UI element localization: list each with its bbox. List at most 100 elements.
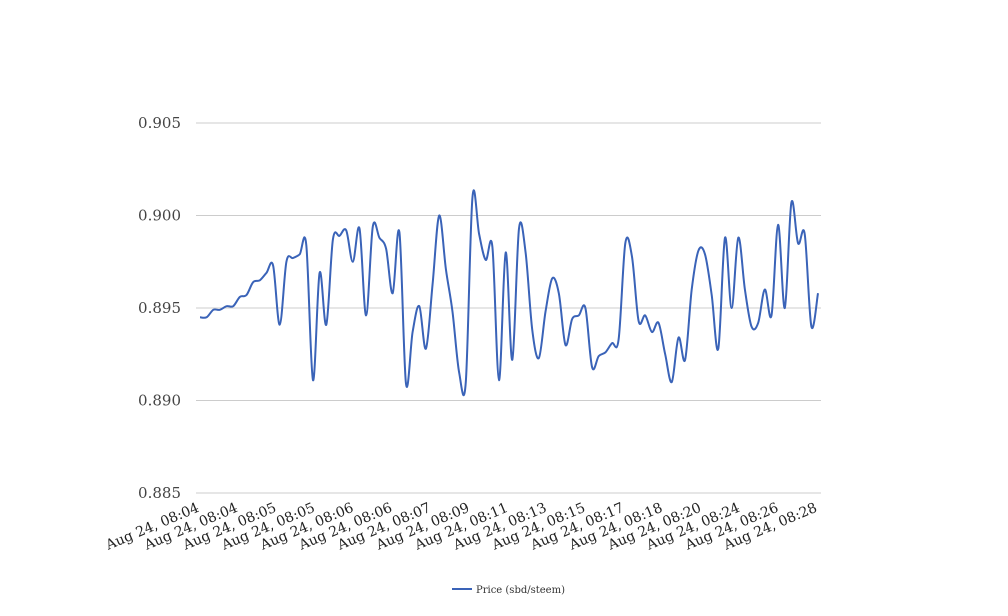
data-point	[258, 279, 261, 282]
data-point	[597, 355, 600, 358]
y-tick-label: 0.890	[138, 392, 181, 410]
legend-label: Price (sbd/steem)	[476, 585, 565, 596]
y-tick-label: 0.900	[138, 207, 181, 225]
data-point	[305, 244, 308, 247]
data-point	[644, 314, 647, 317]
data-point	[557, 292, 560, 295]
data-point	[478, 233, 481, 236]
data-point	[777, 223, 780, 226]
data-point	[351, 260, 354, 263]
series-group	[199, 189, 819, 397]
data-point	[371, 225, 374, 228]
data-point	[391, 292, 394, 295]
data-point	[551, 277, 554, 280]
data-point	[717, 347, 720, 350]
data-point	[743, 288, 746, 291]
data-point	[424, 347, 427, 350]
data-point	[398, 231, 401, 234]
data-point	[345, 229, 348, 232]
data-point	[790, 201, 793, 204]
data-point	[524, 251, 527, 254]
data-point	[484, 258, 487, 261]
data-point	[763, 288, 766, 291]
data-point	[783, 307, 786, 310]
data-point	[511, 358, 514, 361]
data-point	[577, 314, 580, 317]
data-point	[212, 308, 215, 311]
data-point	[218, 308, 221, 311]
data-point	[298, 253, 301, 256]
data-point	[252, 281, 255, 284]
data-point	[624, 242, 627, 245]
y-tick-label: 0.905	[138, 114, 181, 132]
data-point	[690, 288, 693, 291]
data-point	[471, 196, 474, 199]
data-point	[451, 310, 454, 313]
data-point	[331, 238, 334, 241]
data-point	[365, 314, 368, 317]
data-point	[238, 295, 241, 298]
data-point	[724, 236, 727, 239]
data-point	[797, 242, 800, 245]
data-point	[518, 227, 521, 230]
data-point	[232, 305, 235, 308]
data-point	[272, 264, 275, 267]
y-tick-label: 0.885	[138, 484, 181, 502]
data-point	[770, 314, 773, 317]
data-point	[385, 247, 388, 250]
data-point	[405, 382, 408, 385]
data-point	[285, 260, 288, 263]
data-point	[458, 371, 461, 374]
data-point	[245, 294, 248, 297]
data-point	[617, 338, 620, 341]
data-point	[378, 236, 381, 239]
data-point	[591, 366, 594, 369]
data-point	[750, 325, 753, 328]
y-axis-ticks: 0.885 0.890 0.895 0.900 0.905	[138, 114, 181, 502]
data-point	[803, 233, 806, 236]
data-point	[677, 336, 680, 339]
data-point	[498, 379, 501, 382]
data-point	[531, 329, 534, 332]
data-point	[318, 271, 321, 274]
data-point	[438, 214, 441, 217]
data-point	[810, 325, 813, 328]
data-point	[584, 307, 587, 310]
data-point	[278, 323, 281, 326]
data-point	[225, 305, 228, 308]
data-point	[544, 310, 547, 313]
data-point	[704, 253, 707, 256]
data-point	[292, 257, 295, 260]
data-point	[757, 321, 760, 324]
data-point	[325, 323, 328, 326]
data-point	[444, 268, 447, 271]
data-point	[205, 316, 208, 319]
data-point	[737, 236, 740, 239]
y-tick-label: 0.895	[138, 299, 181, 317]
data-point	[730, 307, 733, 310]
data-point	[611, 342, 614, 345]
data-point	[637, 320, 640, 323]
data-point	[604, 351, 607, 354]
data-point	[657, 321, 660, 324]
data-point	[664, 353, 667, 356]
data-point	[697, 249, 700, 252]
data-point	[431, 283, 434, 286]
data-point	[710, 294, 713, 297]
data-point	[670, 381, 673, 384]
data-point	[491, 246, 494, 249]
data-point	[199, 316, 202, 319]
data-point	[265, 271, 268, 274]
data-point	[564, 344, 567, 347]
data-point	[418, 305, 421, 308]
data-point	[338, 234, 341, 237]
data-point	[358, 227, 361, 230]
legend: Price (sbd/steem)	[452, 585, 565, 596]
data-point	[650, 331, 653, 334]
data-point	[537, 357, 540, 360]
data-point	[571, 318, 574, 321]
data-point	[504, 251, 507, 254]
